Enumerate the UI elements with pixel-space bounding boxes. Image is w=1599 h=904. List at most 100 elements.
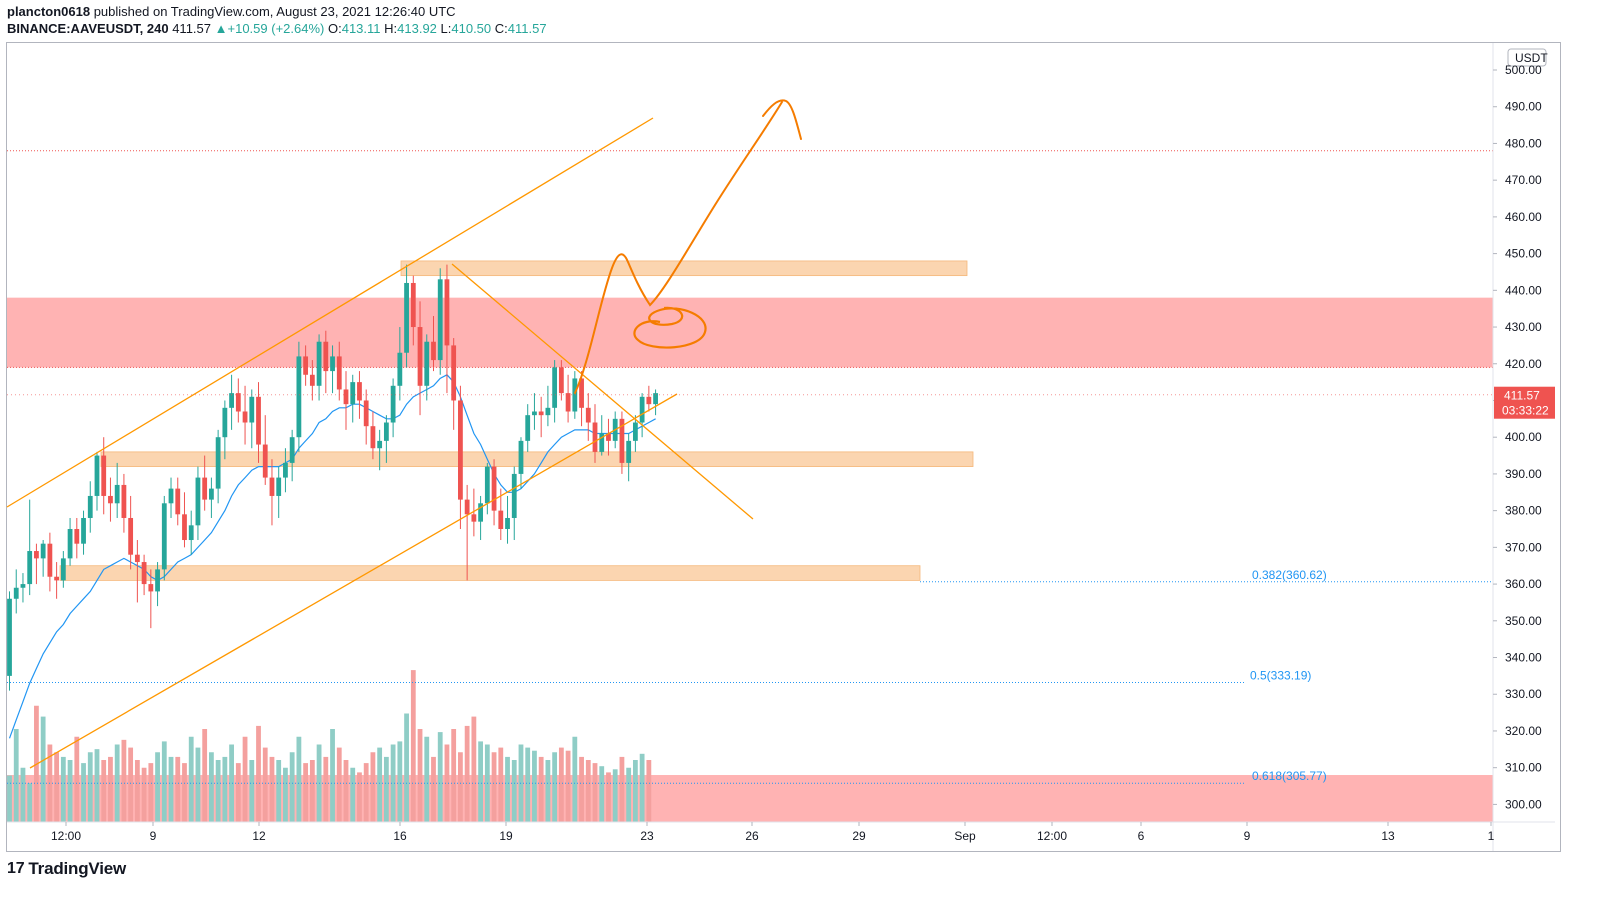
candle-body <box>646 396 652 405</box>
volume-bar <box>309 760 315 822</box>
time-tick-label: 29 <box>852 829 866 843</box>
volume-bar <box>155 752 160 822</box>
candle-body <box>309 374 315 386</box>
volume-bar <box>390 744 396 822</box>
price-tick-label: 370.00 <box>1505 540 1542 554</box>
candle-body <box>148 584 154 592</box>
tradingview-logo[interactable]: 17 TradingView <box>7 859 126 879</box>
volume-bar <box>498 747 504 822</box>
volume-bar <box>511 760 517 822</box>
candle-body <box>478 503 483 522</box>
candle-body <box>262 444 268 478</box>
open-value: 413.11 <box>341 21 381 36</box>
candle-body <box>404 282 409 353</box>
volume-bar <box>74 736 80 822</box>
fib-levels: 0.382(360.62) 0.5(333.19) 0.618(305.77) <box>7 568 1493 784</box>
candle-body <box>343 389 349 405</box>
candle-body <box>458 400 463 500</box>
descending-trendline <box>451 263 754 520</box>
volume-bar <box>121 739 127 822</box>
candle-body <box>74 529 80 544</box>
candle-body <box>377 440 383 449</box>
volume-bar <box>13 729 19 822</box>
candle-body <box>511 473 517 518</box>
candle-body <box>34 551 39 559</box>
volume-bar <box>289 752 295 822</box>
candle-body <box>451 345 457 401</box>
currency-badge <box>1507 48 1547 67</box>
hand-drawn-circle <box>633 306 707 349</box>
volume-bar <box>357 772 362 822</box>
volume-bar <box>336 747 342 822</box>
volume-bar <box>404 713 409 822</box>
volume-bar <box>108 756 113 822</box>
candle-body <box>182 514 187 541</box>
candle-body <box>202 477 208 500</box>
time-tick-label: 23 <box>640 829 654 843</box>
published-text: published on TradingView.com, August 23,… <box>90 4 456 19</box>
candle-body <box>283 462 288 478</box>
publisher-name[interactable]: plancton0618 <box>7 4 91 19</box>
time-tick-label: 12:00 <box>51 829 81 843</box>
last-price-value: 411.57 <box>1504 389 1540 403</box>
chart-frame[interactable] <box>6 42 1561 852</box>
volume-bar <box>242 736 248 822</box>
candle-body <box>269 477 275 496</box>
candle-body <box>101 455 107 496</box>
volume-bar <box>612 769 618 822</box>
price-tick-label: 330.00 <box>1505 687 1542 701</box>
moving-average-line <box>8 374 656 739</box>
volume-bar <box>606 772 611 822</box>
candle-body <box>67 529 73 559</box>
candle-body <box>370 426 376 449</box>
candle-body <box>505 517 510 529</box>
volume-bar <box>646 760 652 822</box>
drawings-layer <box>6 99 802 769</box>
price-tick-label: 460.00 <box>1505 210 1542 224</box>
candle-body <box>552 367 558 408</box>
symbol-title[interactable]: BINANCE:AAVEUSDT, 240 <box>7 21 169 36</box>
candle-body <box>464 499 470 515</box>
candle-body <box>7 598 12 676</box>
candle-body <box>128 517 134 555</box>
tradingview-logo-icon: 17 <box>7 860 25 877</box>
candle-body <box>222 407 228 438</box>
candle-body <box>471 514 477 522</box>
candle-body <box>242 411 248 423</box>
candle-body <box>532 411 537 416</box>
last-price-countdown: 03:33:22 <box>1502 404 1549 418</box>
candle-body <box>397 352 403 386</box>
volume-bar <box>148 763 154 822</box>
price-tick-label: 300.00 <box>1505 797 1542 811</box>
volume-bar <box>471 716 477 822</box>
price-tick-label: 490.00 <box>1505 100 1542 114</box>
volume-bar <box>40 716 46 822</box>
tradingview-logo-text: TradingView <box>28 859 127 878</box>
volume-bar <box>350 767 356 822</box>
candle-body <box>357 382 362 401</box>
volume-bar <box>558 747 564 822</box>
candle-body <box>538 411 544 416</box>
candle-body <box>249 396 255 423</box>
hand-drawn-forecast-arrow <box>574 99 802 394</box>
volume-bar <box>323 756 329 822</box>
volume-bar <box>20 767 26 822</box>
candle-body <box>316 341 322 386</box>
volume-bar <box>619 756 625 822</box>
volume-bar <box>397 741 403 822</box>
volume-bar <box>87 752 93 822</box>
channel-upper-line <box>6 117 654 508</box>
volume-bar <box>545 760 551 822</box>
candle-body <box>417 327 423 386</box>
volume-bar <box>195 747 201 822</box>
candle-body <box>215 437 221 489</box>
time-tick-label: 1 <box>1488 829 1495 843</box>
zones-layer <box>7 150 1493 822</box>
volume-bar <box>27 783 33 822</box>
volume-bar <box>182 763 187 822</box>
volume-bar <box>579 756 584 822</box>
candle-body <box>565 393 571 412</box>
candle-body <box>235 393 241 412</box>
candle-body <box>13 587 19 599</box>
